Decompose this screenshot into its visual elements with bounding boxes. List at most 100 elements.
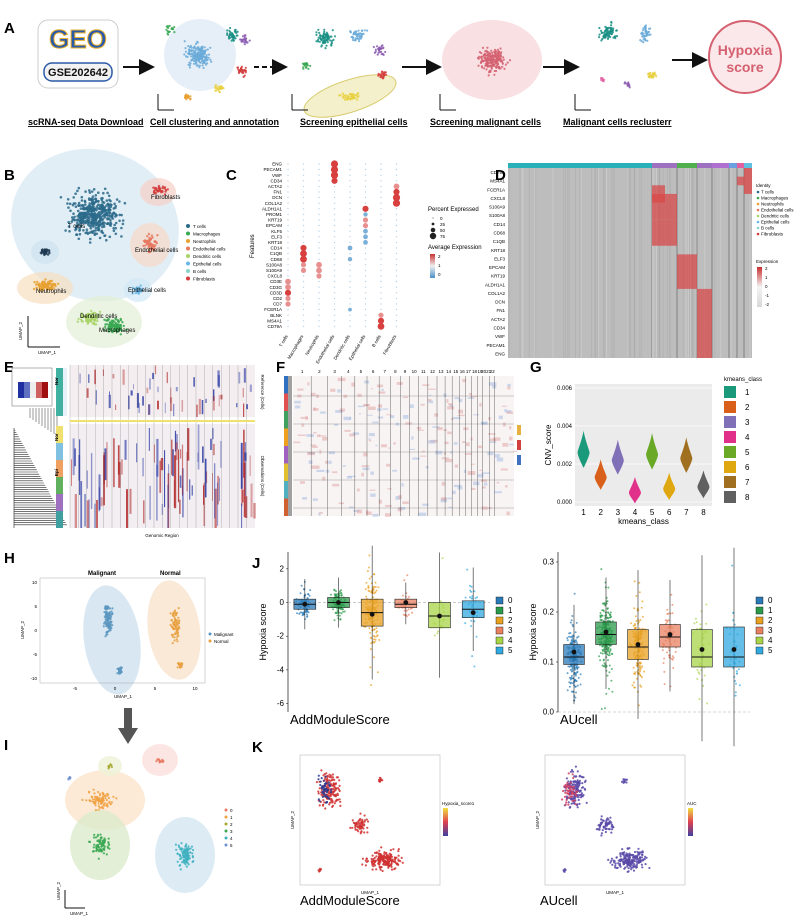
cnv-ref-annot	[56, 368, 63, 416]
epi-halo	[303, 74, 397, 118]
dotplot-cell-label: Macrophages	[286, 333, 304, 360]
dotplot-dot	[302, 180, 305, 182]
dotplot-dot	[300, 244, 307, 252]
cnv-stripe	[71, 459, 72, 487]
box-jitter-point	[570, 619, 573, 622]
heatmap-gene-label: EPCAM	[489, 265, 505, 270]
dotplot-dot	[318, 208, 320, 210]
chrom-label: 1	[301, 369, 304, 374]
cell-point	[318, 31, 321, 34]
box-jitter-point	[663, 683, 666, 686]
dotplot-gene-label: S100A9	[266, 268, 283, 273]
macro-point	[107, 330, 111, 333]
heatmap-identity-bar	[697, 163, 712, 168]
box-jitter-point	[606, 616, 609, 619]
dotplot-dot	[318, 191, 320, 193]
tcell-point	[112, 229, 116, 233]
i-point-4	[191, 852, 194, 855]
step-caption-5: Malignant cells reclusterr	[563, 117, 672, 127]
dotplot-dot	[380, 236, 382, 238]
cnv-f-patch	[395, 422, 400, 426]
k-point	[322, 789, 325, 792]
tcell-point	[67, 220, 70, 224]
cnv-stripe	[167, 473, 170, 528]
cell-point	[203, 62, 206, 65]
macro-point	[113, 327, 116, 331]
cnv-f-patch	[337, 389, 341, 393]
dotplot-dot	[380, 191, 382, 193]
cnv-f-patch	[457, 486, 463, 490]
k-point	[333, 794, 336, 797]
box-mean	[603, 629, 609, 635]
h-normal-point	[177, 662, 180, 665]
cell-point	[306, 64, 309, 67]
tcell-point	[91, 202, 94, 206]
k-point	[381, 869, 384, 873]
cell-point	[206, 62, 209, 65]
pct-label: 50	[440, 228, 446, 233]
dotplot-dot	[395, 269, 398, 272]
box-jitter-point	[694, 617, 697, 620]
box-jitter-point	[374, 635, 376, 638]
k-point	[322, 803, 325, 806]
dotplot-dot	[318, 230, 320, 232]
box-jitter-point	[607, 586, 610, 589]
box-jitter-point	[671, 612, 674, 615]
box-jitter-point	[602, 644, 605, 647]
heatmap-stripe	[627, 168, 629, 358]
h-legend-malignant: Malignant	[214, 632, 234, 637]
tcell-point	[103, 234, 106, 238]
chrom-label: 13	[438, 369, 444, 374]
box-jitter-point	[663, 657, 666, 660]
dotplot-dot	[302, 185, 305, 188]
cell-point	[356, 35, 359, 38]
dotplot-dot	[284, 289, 292, 296]
dotplot-dot	[395, 297, 398, 300]
cell-point	[206, 58, 209, 61]
cnv-key-swatch	[36, 382, 42, 398]
dotplot-dot	[349, 314, 351, 316]
step-caption-1: scRNA-seq Data Download	[28, 117, 144, 127]
cnv-f-patch	[377, 416, 384, 419]
dotplot-dot	[380, 230, 382, 232]
dotplot-dot	[287, 308, 289, 311]
dotplot-dot	[395, 213, 398, 216]
cnv-f-patch	[500, 468, 508, 471]
box-jitter-point	[575, 691, 577, 694]
cell-point	[333, 35, 337, 38]
heatmap-gene-label: CD79A	[490, 170, 505, 175]
dotplot-dot	[333, 224, 336, 227]
box-jitter-point	[566, 672, 569, 675]
cnv-stripe	[104, 448, 107, 481]
i-point-4	[174, 843, 177, 846]
cnv-f-patch	[310, 444, 316, 446]
dotplot-dot	[364, 180, 367, 182]
h-malignant-point	[103, 611, 106, 614]
cell-point	[654, 73, 657, 76]
cell-point	[644, 27, 647, 30]
tcell-point	[94, 213, 97, 216]
tcell-point	[94, 229, 97, 232]
box-jitter-point	[373, 628, 376, 631]
i-point-1	[97, 790, 100, 794]
box-jitter-point	[606, 607, 609, 610]
cell-point	[245, 37, 248, 40]
box-jitter-point	[632, 666, 635, 669]
box-ytick: -2	[277, 632, 285, 641]
heatmap-stripe	[563, 168, 565, 358]
box-jitter-point	[695, 621, 698, 624]
tcell-point	[105, 208, 108, 212]
box-jitter-point	[608, 687, 610, 690]
cnv-f-patch	[351, 382, 355, 387]
i-point-1	[93, 802, 96, 805]
box-jitter-point	[369, 648, 372, 651]
dotplot-dot	[285, 295, 291, 301]
box-jitter-point	[296, 612, 299, 615]
tcell-point	[71, 203, 75, 207]
cnv-stripe	[159, 460, 162, 493]
box-jitter-point	[340, 594, 343, 597]
dotplot-dot	[333, 286, 336, 288]
dotplot-dot	[333, 297, 336, 300]
i-point-4	[189, 851, 192, 854]
dotplot-dot	[285, 278, 291, 285]
